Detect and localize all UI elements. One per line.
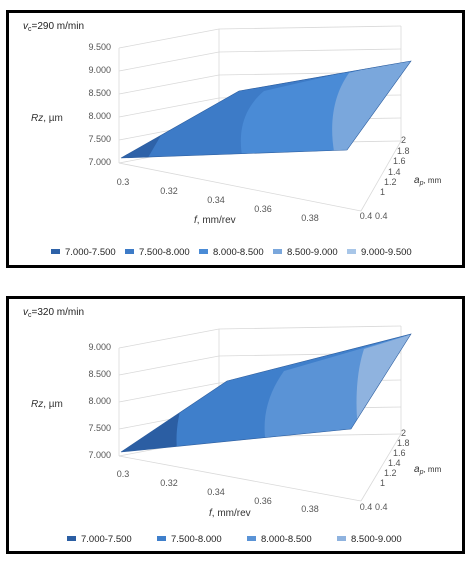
legend-swatch xyxy=(347,249,356,254)
z-axis-label: ap, mm xyxy=(414,464,442,476)
z-tick: 1.6 xyxy=(393,156,406,166)
y-tick: 9.000 xyxy=(88,65,111,75)
legend-swatch xyxy=(157,536,166,541)
z-tick: 1.8 xyxy=(397,438,410,448)
chart-title: vc=320 m/min xyxy=(23,307,84,319)
chart-title-rest: =290 m/min xyxy=(32,21,85,32)
z-axis-ticks: 0.4 1 1.2 1.4 1.6 1.8 2 xyxy=(375,135,410,221)
chart-svg-1: vc=290 m/min xyxy=(23,21,442,258)
z-tick: 1.4 xyxy=(388,167,401,177)
z-tick: 1.4 xyxy=(388,458,401,468)
x-tick: 0.32 xyxy=(160,478,178,488)
legend-swatch xyxy=(337,536,346,541)
y-tick: 8.500 xyxy=(88,88,111,98)
legend-label: 7.500-8.000 xyxy=(171,534,222,545)
chart-title-var: v xyxy=(23,21,29,32)
surface-band-8500-9000 xyxy=(332,61,411,158)
y-axis-ticks: 7.000 7.500 8.000 8.500 9.000 9.500 xyxy=(88,42,111,167)
chart-title-sub: c xyxy=(28,312,32,319)
x-axis-ticks: 0.3 0.32 0.34 0.36 0.38 0.4 xyxy=(117,177,373,223)
legend-swatch xyxy=(247,536,256,541)
z-tick: 1.8 xyxy=(397,146,410,156)
surface-chart-vc290: vc=290 m/min xyxy=(6,10,465,268)
x-tick: 0.34 xyxy=(207,487,225,497)
x-tick: 0.38 xyxy=(301,213,319,223)
x-axis-label: f, mm/rev xyxy=(209,508,251,519)
legend-label: 8.000-8.500 xyxy=(261,534,312,545)
z-tick: 2 xyxy=(401,135,406,145)
surface-outline xyxy=(120,333,412,453)
z-axis-label: ap, mm xyxy=(414,175,442,187)
z-tick: 0.4 xyxy=(375,211,388,221)
z-tick: 1.2 xyxy=(384,468,397,478)
legend-label: 8.500-9.000 xyxy=(287,247,338,258)
chart-svg-2: vc=320 m/min xyxy=(23,307,442,545)
z-tick: 2 xyxy=(401,428,406,438)
chart-title-sub: c xyxy=(28,26,32,33)
chart-title-var: v xyxy=(23,307,29,318)
surface-band-7000-7500 xyxy=(121,397,184,452)
x-tick: 0.4 xyxy=(360,211,373,221)
x-tick: 0.3 xyxy=(117,469,130,479)
y-tick: 7.500 xyxy=(88,423,111,433)
legend-swatch xyxy=(125,249,134,254)
legend: 7.000-7.500 7.500-8.000 8.000-8.500 8.50… xyxy=(67,534,402,545)
z-tick: 1.6 xyxy=(393,448,406,458)
y-tick: 8.000 xyxy=(88,396,111,406)
legend-swatch xyxy=(273,249,282,254)
x-axis-ticks: 0.3 0.32 0.34 0.36 0.38 0.4 xyxy=(117,469,373,514)
chart-title-rest: =320 m/min xyxy=(32,307,85,318)
x-tick: 0.3 xyxy=(117,177,130,187)
x-tick: 0.4 xyxy=(360,502,373,512)
y-tick: 8.500 xyxy=(88,369,111,379)
legend-swatch xyxy=(67,536,76,541)
x-tick: 0.38 xyxy=(301,504,319,514)
legend-swatch xyxy=(51,249,60,254)
z-tick: 1 xyxy=(380,187,385,197)
y-tick: 8.000 xyxy=(88,111,111,121)
y-axis-ticks: 7.000 7.500 8.000 8.500 9.000 xyxy=(88,342,111,460)
surface-band-8500-9000 xyxy=(356,334,411,452)
surface-chart-vc320: vc=320 m/min xyxy=(6,296,465,554)
chart-title: vc=290 m/min xyxy=(23,21,84,33)
z-tick: 1 xyxy=(380,478,385,488)
legend-label: 7.000-7.500 xyxy=(81,534,132,545)
y-axis-label: Rz, µm xyxy=(31,399,63,410)
z-axis-ticks: 0.4 1 1.2 1.4 1.6 1.8 2 xyxy=(375,428,410,512)
x-tick: 0.36 xyxy=(254,496,272,506)
legend-label: 9.000-9.500 xyxy=(361,247,412,258)
y-tick: 7.000 xyxy=(88,450,111,460)
x-axis-label: f, mm/rev xyxy=(194,215,236,226)
legend-label: 7.500-8.000 xyxy=(139,247,190,258)
legend: 7.000-7.500 7.500-8.000 8.000-8.500 8.50… xyxy=(51,247,412,258)
z-tick: 0.4 xyxy=(375,502,388,512)
legend-label: 8.000-8.500 xyxy=(213,247,264,258)
y-tick: 9.500 xyxy=(88,42,111,52)
y-axis-label: Rz, µm xyxy=(31,113,63,124)
x-tick: 0.32 xyxy=(160,186,178,196)
y-tick: 9.000 xyxy=(88,342,111,352)
surface-outline xyxy=(120,60,412,159)
legend-swatch xyxy=(199,249,208,254)
x-tick: 0.34 xyxy=(207,195,225,205)
y-tick: 7.000 xyxy=(88,157,111,167)
z-tick: 1.2 xyxy=(384,177,397,187)
legend-label: 7.000-7.500 xyxy=(65,247,116,258)
x-tick: 0.36 xyxy=(254,204,272,214)
y-tick: 7.500 xyxy=(88,134,111,144)
legend-label: 8.500-9.000 xyxy=(351,534,402,545)
